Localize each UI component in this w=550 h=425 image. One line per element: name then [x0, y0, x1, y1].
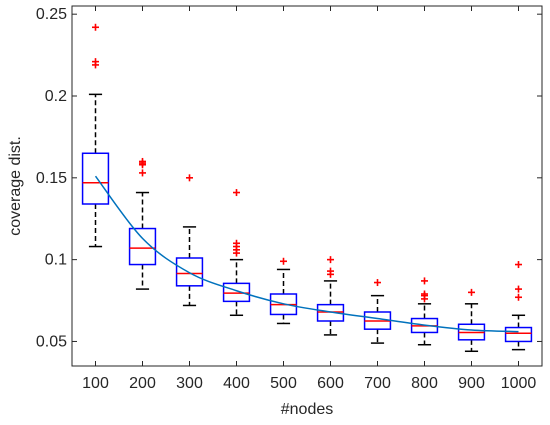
x-tick-label: 300: [176, 375, 203, 392]
outlier-marker: [421, 277, 428, 285]
box: [175, 257, 204, 287]
outlier-marker: [280, 257, 287, 265]
outlier-marker: [468, 288, 475, 296]
plot-marks: [81, 23, 533, 353]
x-axis-label: #nodes: [281, 401, 334, 418]
outlier-marker: [92, 58, 99, 66]
box: [504, 326, 533, 343]
outlier-marker: [139, 157, 146, 165]
outlier-marker: [92, 23, 99, 31]
outlier-marker: [327, 267, 334, 275]
trend-line: [94, 175, 519, 333]
x-tick-label: 100: [82, 375, 109, 392]
box: [316, 303, 345, 322]
y-tick-label: 0.15: [36, 170, 67, 187]
y-axis: 0.05 0.1 0.15 0.2 0.25: [36, 6, 542, 350]
x-tick-label: 200: [129, 375, 156, 392]
outlier-marker: [515, 261, 522, 269]
x-tick-label: 900: [458, 375, 485, 392]
box: [81, 152, 110, 205]
box: [222, 282, 251, 303]
x-tick-label: 800: [411, 375, 438, 392]
box-group-300: [175, 174, 204, 307]
x-tick-label: 700: [364, 375, 391, 392]
box-group-700: [363, 279, 392, 344]
outlier-marker: [139, 169, 146, 177]
outlier-marker: [233, 239, 240, 247]
y-tick-label: 0.2: [45, 88, 67, 105]
outlier-marker: [327, 256, 334, 264]
x-axis: 100 200 300 400 500 600 700 800 900 1000: [82, 6, 536, 392]
outlier-marker: [374, 279, 381, 287]
y-axis-label: coverage dist.: [7, 136, 24, 236]
outlier-marker: [515, 285, 522, 293]
outlier-marker: [515, 293, 522, 301]
outlier-marker: [186, 174, 193, 182]
box-group-800: [410, 277, 439, 346]
y-tick-label: 0.25: [36, 6, 67, 23]
y-tick-label: 0.05: [36, 333, 67, 350]
box-group-600: [316, 256, 345, 336]
box-group-900: [457, 288, 486, 353]
box: [128, 227, 157, 266]
y-tick-label: 0.1: [45, 252, 67, 269]
outlier-marker: [233, 189, 240, 197]
x-tick-label: 600: [317, 375, 344, 392]
x-tick-label: 1000: [501, 375, 537, 392]
outlier-marker: [421, 290, 428, 298]
x-tick-label: 400: [223, 375, 250, 392]
box-group-400: [222, 189, 251, 317]
axes-frame: [71, 5, 543, 367]
box-group-500: [269, 257, 298, 325]
box-group-200: [128, 157, 157, 290]
x-tick-label: 500: [270, 375, 297, 392]
box-group-1000: [504, 261, 533, 351]
box-group-100: [81, 23, 110, 248]
